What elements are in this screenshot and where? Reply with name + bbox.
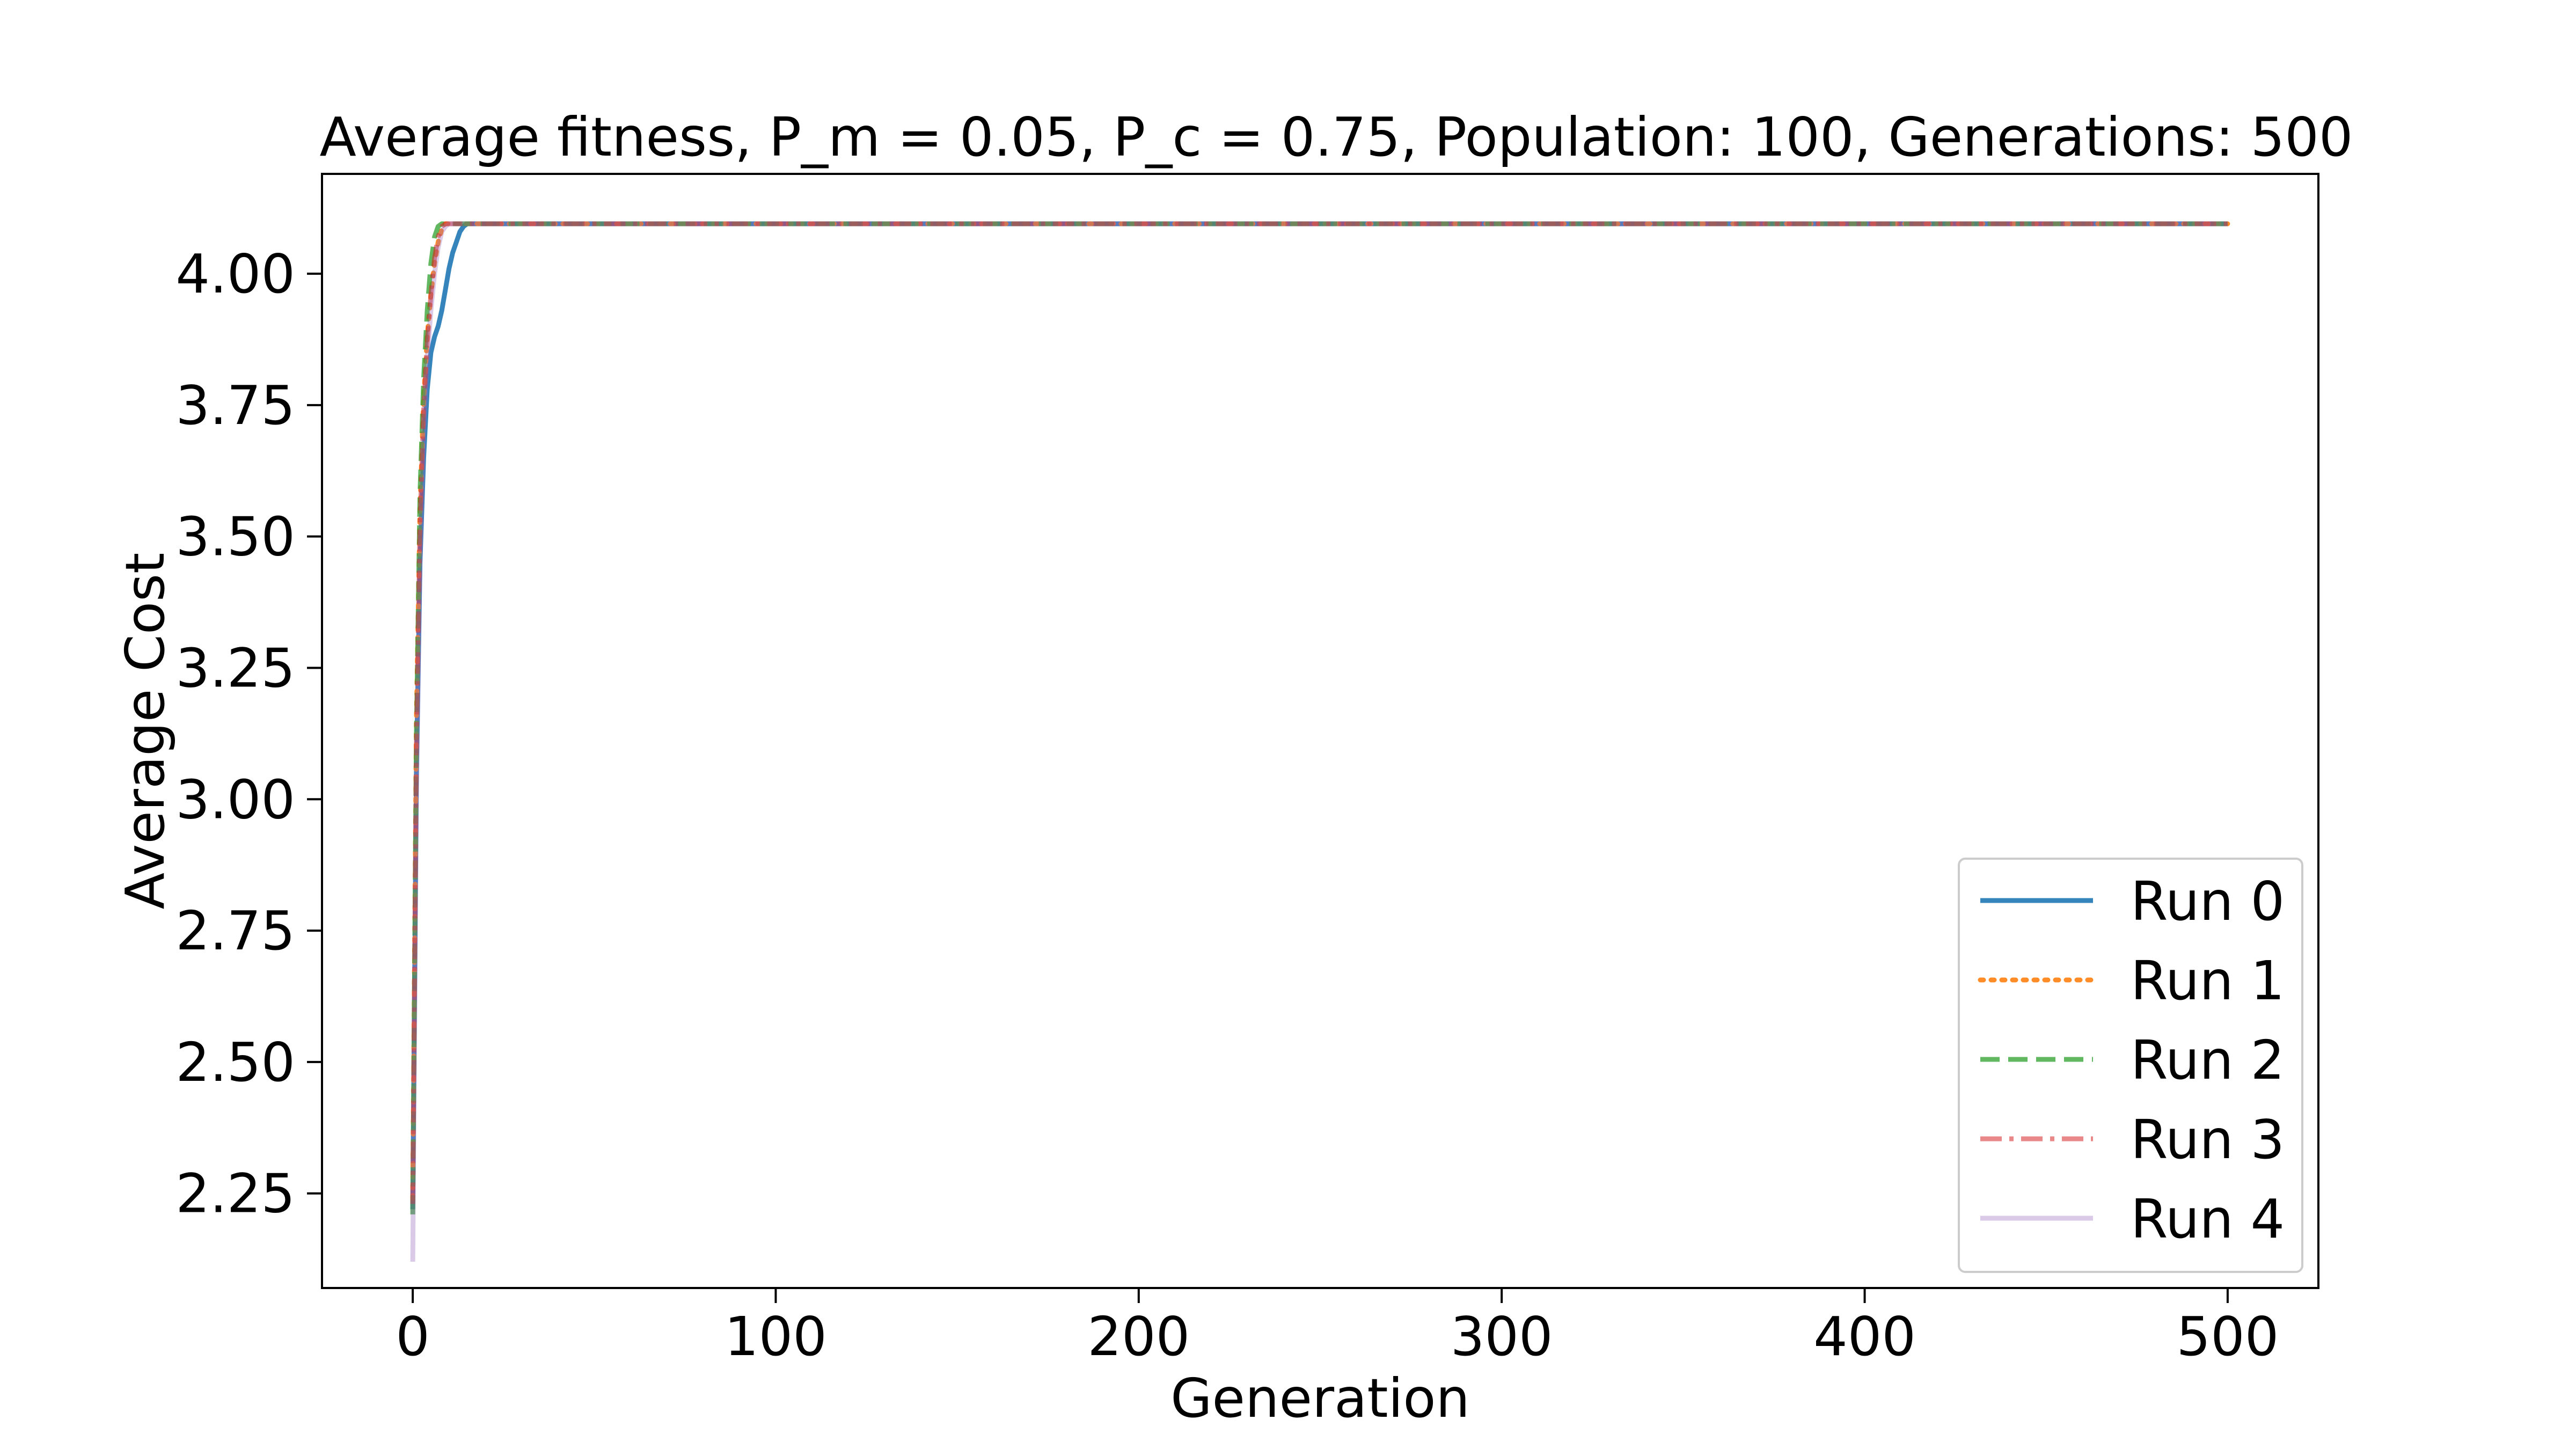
x-tick-label: 100 [724,1305,827,1368]
x-tick-label: 400 [1813,1305,1916,1368]
plot-frame [321,173,2319,1289]
legend-box [1958,858,2303,1273]
legend-label-run-1: Run 1 [2131,949,2285,1012]
legend: Run 0 Run 1 Run 2 Run 3 Run 4 [1958,858,2303,1273]
y-tick-label: 4.00 [175,243,295,305]
y-tick-label: 3.25 [175,636,295,699]
x-tick-label: 500 [2176,1305,2279,1368]
series-line-run-3 [410,221,2228,1204]
y-tick-label: 3.00 [175,768,295,831]
legend-label-run-3: Run 3 [2131,1108,2285,1171]
x-axis-label: Generation [1170,1367,1470,1430]
y-axis: 2.25 2.50 2.75 3.00 3.25 3.50 3.75 4.00 [175,243,322,1225]
y-tick-label: 2.25 [175,1162,295,1225]
series-line-run-4 [410,221,2228,1262]
y-axis-label: Average Cost [114,553,177,910]
legend-label-run-4: Run 4 [2131,1188,2285,1250]
y-tick-label: 3.75 [175,374,295,437]
x-tick-label: 300 [1451,1305,1553,1368]
x-tick-label: 0 [396,1305,430,1368]
y-tick-label: 2.50 [175,1031,295,1094]
legend-label-run-2: Run 2 [2131,1029,2285,1092]
x-tick-label: 200 [1087,1305,1190,1368]
y-tick-label: 3.50 [175,506,295,568]
series-layer [410,221,2230,1262]
y-tick-label: 2.75 [175,899,295,962]
chart-title: Average fitness, P_m = 0.05, P_c = 0.75,… [319,106,2353,169]
legend-label-run-0: Run 0 [2131,870,2285,933]
x-axis: 0 100 200 300 400 500 [396,1288,2279,1368]
